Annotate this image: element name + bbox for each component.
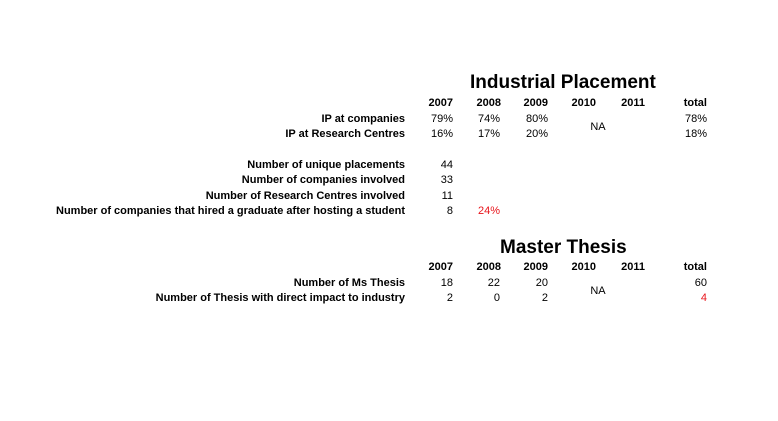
ip-year-2009-header: 2009 — [523, 97, 548, 109]
ms-thesis-2007: 18 — [440, 277, 453, 289]
ms-thesis-total: 60 — [694, 277, 707, 289]
ip-companies-2008: 74% — [477, 113, 500, 125]
mt-na-value: NA — [590, 285, 606, 297]
thesis-impact-2009: 2 — [541, 292, 548, 304]
master-thesis-title: Master Thesis — [500, 237, 627, 258]
companies-involved-label: Number of companies involved — [241, 174, 405, 186]
ip-total-header: total — [683, 97, 707, 109]
thesis-impact-2008: 0 — [493, 292, 500, 304]
ip-companies-2007: 79% — [430, 113, 453, 125]
ip-research-centres-2007: 16% — [430, 128, 453, 140]
unique-placements-label: Number of unique placements — [247, 159, 405, 171]
industrial-placement-title: Industrial Placement — [470, 72, 656, 93]
ip-companies-label: IP at companies — [321, 113, 405, 125]
ip-research-centres-2008: 17% — [477, 128, 500, 140]
thesis-impact-label: Number of Thesis with direct impact to i… — [155, 292, 405, 304]
ip-companies-total: 78% — [684, 113, 707, 125]
thesis-impact-2007: 2 — [446, 292, 453, 304]
ms-thesis-2009: 20 — [535, 277, 548, 289]
ip-year-2007-header: 2007 — [428, 97, 453, 109]
ip-year-2010-header: 2010 — [571, 97, 596, 109]
ip-research-centres-total: 18% — [684, 128, 707, 140]
mt-year-2009-header: 2009 — [523, 261, 548, 273]
research-centres-involved-label: Number of Research Centres involved — [205, 190, 405, 202]
mt-year-2007-header: 2007 — [428, 261, 453, 273]
unique-placements-value: 44 — [440, 159, 453, 171]
ip-year-2008-header: 2008 — [476, 97, 501, 109]
ip-na-value: NA — [590, 121, 606, 133]
research-centres-involved-value: 11 — [441, 190, 453, 202]
ip-research-centres-2009: 20% — [525, 128, 548, 140]
ip-companies-2009: 80% — [525, 113, 548, 125]
ip-research-centres-label: IP at Research Centres — [285, 128, 405, 140]
mt-year-2008-header: 2008 — [476, 261, 501, 273]
ms-thesis-2008: 22 — [487, 277, 500, 289]
ip-year-2011-header: 2011 — [621, 97, 645, 109]
ms-thesis-label: Number of Ms Thesis — [293, 277, 405, 289]
thesis-impact-total: 4 — [700, 292, 707, 304]
mt-year-2010-header: 2010 — [571, 261, 596, 273]
companies-hired-graduate-percent: 24% — [477, 205, 500, 217]
mt-year-2011-header: 2011 — [621, 261, 645, 273]
companies-hired-graduate-label: Number of companies that hired a graduat… — [56, 205, 405, 217]
companies-hired-graduate-value: 8 — [446, 205, 453, 217]
companies-involved-value: 33 — [440, 174, 453, 186]
mt-total-header: total — [683, 261, 707, 273]
